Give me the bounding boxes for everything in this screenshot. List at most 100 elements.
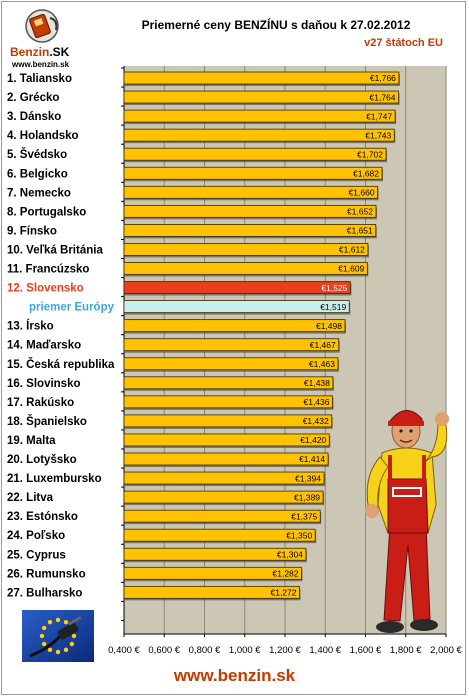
value-label: €1,612 — [339, 245, 365, 255]
x-tick-label: 1,200 € — [269, 645, 301, 656]
value-label: €1,652 — [347, 207, 373, 217]
chart-subtitle: v27 štátoch EU — [364, 37, 443, 49]
x-tick-label: 0,600 € — [148, 645, 180, 656]
logo-url[interactable]: www.benzin.sk — [12, 60, 70, 69]
eu-flag-fuel-nozzle-icon — [22, 610, 94, 662]
value-label: €1,702 — [357, 149, 383, 159]
bar[interactable] — [123, 147, 387, 161]
value-label: €1,438 — [304, 378, 330, 388]
value-label: €1,432 — [303, 416, 329, 426]
value-label: €1,519 — [320, 302, 346, 312]
value-label: €1,525 — [321, 283, 347, 293]
value-label: €1,743 — [365, 130, 391, 140]
footer-url[interactable]: www.benzin.sk — [173, 666, 296, 685]
bar[interactable] — [123, 243, 369, 256]
x-tick-label: 0,800 € — [189, 645, 221, 656]
value-label: €1,764 — [370, 92, 396, 102]
category-label: 4. Holandsko — [7, 130, 79, 142]
value-label: €1,766 — [370, 73, 396, 83]
category-label: 17. Rakúsko — [7, 397, 74, 409]
bar[interactable] — [123, 281, 351, 294]
category-label: 14. Maďarsko — [7, 340, 81, 352]
category-label: 3. Dánsko — [7, 111, 61, 123]
bar[interactable] — [123, 509, 321, 523]
value-label: €1,463 — [309, 359, 335, 369]
category-label: priemer Európy — [29, 302, 115, 314]
category-label: 25. Cyprus — [7, 549, 66, 561]
gas-station-mechanic-figure — [365, 410, 449, 633]
bar[interactable] — [123, 452, 329, 466]
bar[interactable] — [123, 262, 368, 275]
bar[interactable] — [123, 376, 334, 390]
category-label: 5. Švédsko — [7, 148, 67, 161]
value-label: €1,272 — [270, 588, 296, 598]
value-label: €1,414 — [299, 454, 325, 464]
bar[interactable] — [123, 566, 302, 580]
bar[interactable] — [123, 204, 377, 218]
value-label: €1,498 — [316, 321, 342, 331]
category-label: 16. Slovinsko — [7, 378, 81, 390]
bar[interactable] — [123, 471, 325, 485]
category-label: 11. Francúzsko — [7, 264, 89, 276]
value-label: €1,350 — [286, 530, 312, 540]
category-label: 22. Litva — [7, 492, 54, 504]
value-label: €1,747 — [366, 111, 392, 121]
bar[interactable] — [123, 547, 307, 561]
category-label: 15. Česká republika — [7, 358, 115, 371]
bar[interactable] — [123, 338, 340, 352]
category-label: 8. Portugalsko — [7, 206, 86, 218]
value-label: €1,467 — [310, 340, 336, 350]
category-label: 10. Veľká Británia — [7, 244, 103, 256]
bar[interactable] — [123, 166, 383, 180]
bar[interactable] — [123, 319, 346, 333]
bar[interactable] — [123, 90, 399, 104]
value-label: €1,282 — [273, 569, 299, 579]
category-label: 1. Taliansko — [7, 73, 72, 85]
x-tick-label: 0,400 € — [108, 645, 140, 656]
value-label: €1,651 — [347, 226, 373, 236]
bar[interactable] — [123, 128, 395, 142]
chart-title: Priemerné ceny BENZÍNU s daňou k 27.02.2… — [141, 18, 411, 32]
category-label: 7. Nemecko — [7, 187, 71, 199]
bar[interactable] — [123, 185, 378, 199]
x-tick-label: 1,800 € — [390, 645, 422, 656]
category-label: 20. Lotyšsko — [7, 454, 77, 466]
category-label: 24. Poľsko — [7, 530, 65, 542]
bar[interactable] — [123, 528, 316, 542]
bar[interactable] — [123, 300, 350, 314]
category-label: 18. Španielsko — [7, 415, 87, 428]
value-label: €1,420 — [300, 435, 326, 445]
value-label: €1,304 — [277, 549, 303, 559]
bar[interactable] — [123, 357, 339, 371]
bar[interactable] — [123, 490, 324, 504]
value-label: €1,682 — [353, 168, 379, 178]
benzin-logo[interactable]: Benzin.SK www.benzin.sk — [6, 8, 78, 69]
bar[interactable] — [123, 395, 333, 409]
x-tick-label: 1,600 € — [350, 645, 382, 656]
value-label: €1,660 — [349, 188, 375, 198]
x-tick-label: 1,000 € — [229, 645, 261, 656]
value-label: €1,436 — [303, 397, 329, 407]
bar[interactable] — [123, 414, 333, 428]
benzin-logo-icon — [25, 9, 59, 43]
bar[interactable] — [123, 71, 400, 85]
value-label: €1,609 — [338, 264, 364, 274]
bar[interactable] — [123, 433, 330, 447]
bar[interactable] — [123, 223, 377, 237]
category-label: 19. Malta — [7, 435, 56, 447]
bar[interactable] — [123, 109, 396, 123]
x-tick-label: 1,400 € — [309, 645, 341, 656]
value-label: €1,389 — [294, 492, 320, 502]
category-label: 21. Luxembursko — [7, 473, 102, 485]
x-tick-label: 2,000 € — [430, 645, 462, 656]
category-label: 2. Grécko — [7, 92, 59, 104]
bar[interactable] — [123, 585, 300, 599]
category-label: 12. Slovensko — [7, 283, 84, 295]
category-label: 9. Fínsko — [7, 225, 57, 237]
category-label: 26. Rumunsko — [7, 568, 86, 580]
value-label: €1,375 — [291, 511, 317, 521]
category-label: 23. Estónsko — [7, 511, 78, 523]
logo-text: Benzin.SK — [10, 45, 70, 59]
